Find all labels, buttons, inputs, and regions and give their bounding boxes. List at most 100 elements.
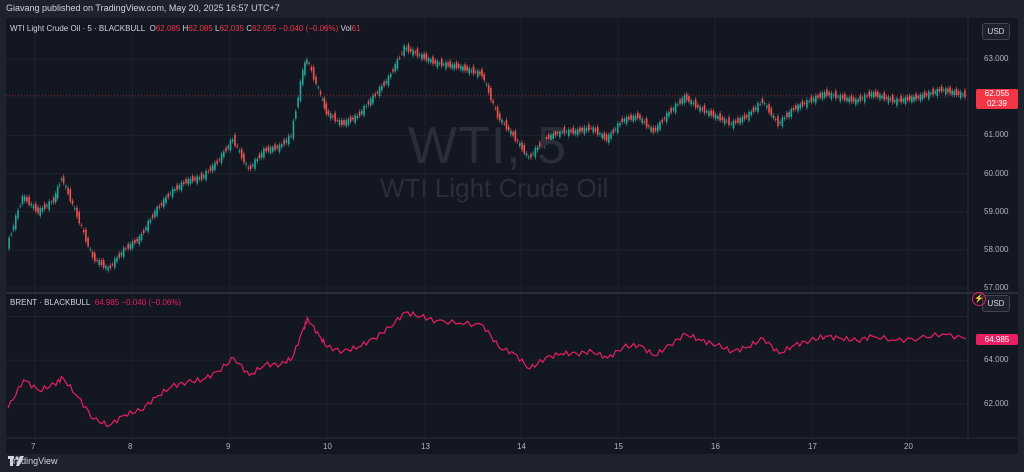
wti-candle	[10, 233, 13, 236]
wti-candle	[565, 131, 568, 133]
wti-candle	[457, 64, 460, 68]
wti-candle	[118, 253, 121, 258]
bottom-y-tick-label: 62.000	[984, 398, 1009, 408]
wti-candle	[650, 127, 652, 132]
wti-candle	[541, 141, 543, 146]
wti-candle	[304, 62, 306, 76]
wti-candle	[234, 134, 236, 146]
wti-candle	[361, 110, 363, 114]
top-currency-button[interactable]: USD	[982, 23, 1010, 40]
wti-candle	[652, 127, 655, 133]
wti-candle	[561, 131, 563, 133]
wti-candle	[774, 118, 777, 120]
wti-candle	[868, 91, 870, 97]
wti-candle	[191, 176, 194, 182]
wti-candle	[423, 53, 425, 59]
wti-candle	[434, 60, 437, 64]
x-tick-label: 16	[711, 442, 720, 451]
wti-candle	[732, 120, 735, 129]
wti-candle	[576, 129, 579, 136]
volume-label: Vol	[340, 24, 352, 33]
wti-candle	[356, 115, 359, 119]
wti-candle	[200, 173, 203, 180]
wti-candle	[543, 137, 546, 147]
wti-candle	[717, 116, 719, 119]
wti-candle	[887, 96, 890, 103]
wti-candle	[934, 91, 936, 94]
wti-candle	[841, 95, 844, 99]
wti-candle	[891, 95, 894, 103]
wti-candle	[850, 95, 853, 102]
wti-candle	[594, 128, 597, 132]
wti-candle	[401, 53, 403, 55]
wti-candle	[599, 133, 601, 135]
wti-candle	[930, 92, 932, 95]
wti-candle	[323, 98, 326, 109]
wti-candle	[705, 111, 708, 113]
wti-candle	[65, 185, 67, 188]
wti-candle	[757, 103, 759, 113]
wti-candle	[788, 112, 790, 118]
wti-candle	[590, 127, 592, 129]
wti-candle	[925, 93, 928, 96]
wti-candle	[476, 70, 479, 77]
wti-candle	[347, 119, 350, 125]
watermark-name: WTI Light Crude Oil	[380, 173, 609, 203]
wti-candle	[605, 134, 608, 141]
wti-candle	[679, 99, 681, 104]
top-y-tick-label: 58.000	[984, 244, 1009, 254]
wti-candle	[894, 100, 896, 102]
wti-candle	[817, 95, 819, 98]
wti-candle	[928, 91, 930, 99]
wti-candle	[138, 236, 141, 245]
wti-candle	[58, 184, 61, 186]
wti-candle	[162, 198, 165, 208]
wti-candle	[378, 86, 381, 96]
wti-candle	[585, 128, 588, 131]
wti-candle	[628, 116, 630, 120]
wti-candle	[306, 59, 308, 64]
wti-candle	[563, 126, 566, 134]
wti-candle	[567, 129, 570, 137]
wti-candle	[643, 121, 646, 123]
lightning-icon[interactable]: ⚡	[972, 292, 986, 306]
x-tick-label: 20	[904, 442, 913, 451]
wti-candle	[550, 134, 552, 141]
wti-candle	[12, 225, 15, 231]
wti-candle	[739, 118, 741, 124]
wti-candle	[147, 220, 149, 232]
wti-candle	[211, 165, 214, 172]
wti-candle	[332, 115, 334, 118]
wti-candle	[294, 111, 297, 119]
wti-candle	[654, 127, 657, 131]
chart-canvas[interactable]	[6, 18, 1018, 454]
wti-candle	[383, 81, 385, 86]
top-legend[interactable]: WTI Light Crude Oil · 5 · BLACKBULL O62.…	[10, 24, 361, 33]
wti-candle	[870, 92, 873, 97]
wti-candle	[659, 121, 661, 130]
wti-candle	[432, 56, 434, 64]
footer[interactable]: TradingView	[8, 456, 58, 466]
wti-candle	[621, 118, 623, 123]
wti-candle	[663, 118, 666, 120]
wti-candle	[216, 160, 218, 164]
wti-candle	[154, 210, 156, 218]
wti-candle	[783, 117, 786, 119]
wti-candle	[723, 118, 726, 125]
wti-candle	[256, 158, 259, 162]
wti-candle	[516, 140, 519, 142]
bottom-currency-button[interactable]: USD	[982, 295, 1010, 312]
wti-candle	[468, 68, 471, 74]
bottom-legend[interactable]: BRENT · BLACKBULL 64.985 −0.040 (−0.06%)	[10, 298, 181, 307]
wti-candle	[312, 66, 315, 80]
wti-candle	[612, 129, 615, 134]
x-tick-label: 13	[421, 442, 430, 451]
wti-candle	[634, 115, 637, 121]
wti-candle	[207, 171, 210, 173]
open-label: O	[149, 24, 156, 33]
wti-candle	[536, 147, 539, 151]
wti-candle	[734, 120, 737, 123]
wti-candle	[741, 116, 744, 123]
wti-candle	[263, 148, 265, 158]
chart-area[interactable]: WTI, 5 WTI Light Crude Oil WTI Light Cru…	[6, 18, 1018, 454]
